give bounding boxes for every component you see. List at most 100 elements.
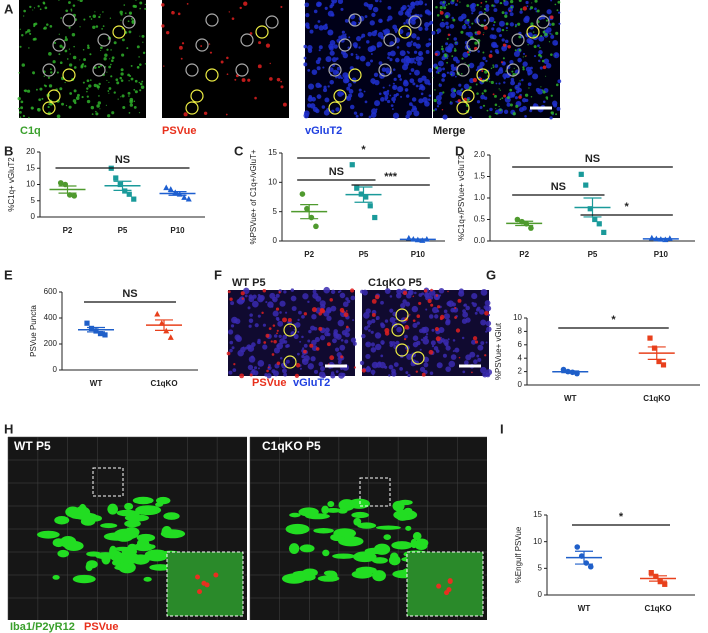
speck [431,344,435,348]
speck [518,95,522,99]
speck [498,34,502,38]
speck [117,98,119,100]
speck [439,21,446,28]
speck [483,25,488,30]
speck [231,17,235,20]
speck [92,14,97,18]
speck [365,61,371,67]
microglia [135,505,162,516]
microglia [80,517,96,526]
speck [367,324,371,328]
speck [337,290,341,294]
speck [429,371,434,375]
speck [528,87,530,89]
speck [509,12,514,17]
speck [129,103,134,107]
speck [420,85,426,91]
speck [138,112,141,114]
speck [293,328,296,331]
speck [81,63,85,66]
speck [59,61,63,65]
speck [371,298,377,304]
speck [421,292,425,296]
speck [558,22,561,25]
speck [482,104,486,107]
speck [424,27,429,31]
speck [384,328,390,334]
speck [128,30,132,34]
speck [415,43,421,49]
speck [451,16,454,20]
speck [327,85,330,88]
x-tick-label: C1qKO [643,394,670,403]
speck [401,4,407,10]
speck [436,29,438,32]
speck [104,53,108,57]
speck [502,73,508,79]
speck [492,24,495,27]
speck [396,326,402,333]
speck [465,305,470,311]
x-tick-label: P5 [118,226,128,235]
roi-circle [42,63,56,77]
speck [88,84,92,88]
roi-circle [333,89,347,103]
data-point [185,195,192,202]
speck [370,112,377,118]
speck [236,299,242,304]
speck [324,23,328,27]
speck [441,108,444,111]
roi-circle [52,38,66,52]
speck [344,18,349,23]
speck [516,86,518,88]
speck [139,35,141,37]
speck [471,371,473,374]
speck [298,310,302,315]
speck [324,331,330,337]
speck [79,26,81,28]
speck [82,81,85,84]
speck [428,38,431,41]
speck [111,111,115,115]
speck [86,79,90,83]
speck [41,97,44,100]
speck [326,308,332,314]
speck [484,300,491,306]
significance-label: NS [115,154,130,166]
speck [471,292,478,300]
speck [69,92,73,95]
speck [490,80,494,85]
panel-letter: B [4,143,13,158]
data-point [57,180,64,186]
speck [236,338,239,342]
error-bar [583,197,602,218]
speck [388,84,391,87]
speck [425,333,429,336]
speck [396,46,400,49]
speck [503,0,506,2]
speck [46,23,49,26]
speck [474,41,478,45]
speck [404,11,410,16]
speck [360,289,364,294]
speck [257,367,260,370]
microglia [403,507,413,515]
speck [340,77,344,80]
microglia [115,558,140,564]
y-tick-label: 10 [533,537,542,546]
speck [367,31,373,37]
speck [28,116,30,119]
speck [458,15,464,22]
speck [424,335,428,339]
speck [504,14,508,18]
speck [489,34,495,39]
speck [393,362,399,367]
speck [65,9,69,13]
speck [509,0,514,4]
speck [501,97,504,99]
speck [476,354,480,358]
roi-circle [47,89,61,103]
speck [355,55,360,60]
speck [353,44,358,49]
speck [450,307,455,313]
